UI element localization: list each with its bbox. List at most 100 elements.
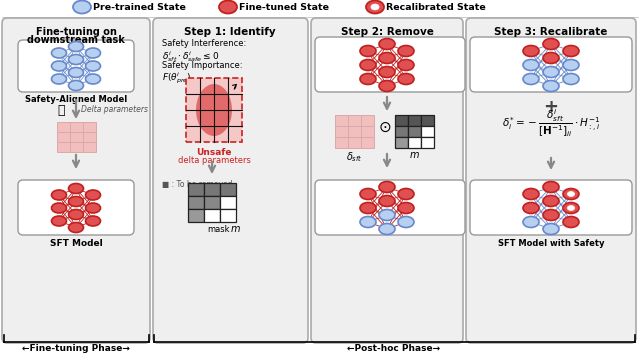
Text: $\delta_{sft}$: $\delta_{sft}$ xyxy=(346,150,363,164)
FancyBboxPatch shape xyxy=(315,37,465,92)
Ellipse shape xyxy=(568,192,575,196)
Ellipse shape xyxy=(523,45,539,56)
Ellipse shape xyxy=(73,0,91,13)
Ellipse shape xyxy=(86,74,100,84)
Ellipse shape xyxy=(523,60,539,71)
Bar xyxy=(220,209,236,222)
Ellipse shape xyxy=(398,73,414,84)
Bar xyxy=(83,132,95,142)
Ellipse shape xyxy=(543,38,559,49)
Ellipse shape xyxy=(563,189,579,200)
Text: $\odot$: $\odot$ xyxy=(378,120,392,135)
Bar xyxy=(348,137,361,148)
Text: dowmstream task: dowmstream task xyxy=(27,35,125,45)
Ellipse shape xyxy=(51,203,67,213)
Text: Fine-tuned State: Fine-tuned State xyxy=(239,2,329,11)
Ellipse shape xyxy=(366,0,384,13)
Ellipse shape xyxy=(86,61,100,71)
Text: Recalibrated State: Recalibrated State xyxy=(386,2,486,11)
Bar xyxy=(335,137,348,148)
FancyBboxPatch shape xyxy=(470,180,632,235)
Bar xyxy=(56,142,70,152)
Text: $m$: $m$ xyxy=(409,150,420,160)
Ellipse shape xyxy=(398,217,414,228)
Ellipse shape xyxy=(86,216,100,226)
Bar xyxy=(335,126,348,137)
Ellipse shape xyxy=(543,209,559,220)
Ellipse shape xyxy=(379,224,395,235)
Ellipse shape xyxy=(398,202,414,213)
Ellipse shape xyxy=(86,203,100,213)
Text: Step 2: Remove: Step 2: Remove xyxy=(340,27,433,37)
Ellipse shape xyxy=(219,0,237,13)
Ellipse shape xyxy=(68,81,83,91)
Ellipse shape xyxy=(86,190,100,200)
FancyBboxPatch shape xyxy=(18,180,134,235)
Text: +: + xyxy=(543,98,559,116)
FancyBboxPatch shape xyxy=(18,40,134,92)
Ellipse shape xyxy=(543,81,559,92)
Bar xyxy=(361,115,374,126)
Ellipse shape xyxy=(523,217,539,228)
Ellipse shape xyxy=(68,197,83,207)
Bar xyxy=(70,132,83,142)
Bar xyxy=(335,115,348,126)
Text: delta parameters: delta parameters xyxy=(177,156,250,165)
Bar xyxy=(188,183,204,196)
Bar xyxy=(70,142,83,152)
Bar xyxy=(188,196,204,209)
Ellipse shape xyxy=(379,181,395,192)
Bar xyxy=(220,183,236,196)
Ellipse shape xyxy=(51,216,67,226)
Text: $\delta^i_{sft} \cdot \delta^i_{safe} \leq 0$: $\delta^i_{sft} \cdot \delta^i_{safe} \l… xyxy=(162,49,220,64)
Text: Unsafe: Unsafe xyxy=(196,148,232,157)
Ellipse shape xyxy=(563,45,579,56)
Ellipse shape xyxy=(68,209,83,219)
Ellipse shape xyxy=(568,206,575,211)
Ellipse shape xyxy=(379,209,395,220)
Bar xyxy=(56,132,70,142)
FancyBboxPatch shape xyxy=(470,37,632,92)
Bar xyxy=(361,126,374,137)
Text: Step 3: Recalibrate: Step 3: Recalibrate xyxy=(494,27,608,37)
Text: 🔥: 🔥 xyxy=(57,104,65,116)
Ellipse shape xyxy=(379,81,395,92)
Bar xyxy=(408,137,421,148)
Ellipse shape xyxy=(51,61,67,71)
Bar xyxy=(70,122,83,132)
Ellipse shape xyxy=(398,45,414,56)
Text: Fine-tuning on: Fine-tuning on xyxy=(36,27,116,37)
FancyBboxPatch shape xyxy=(153,18,308,343)
Text: Pre-trained State: Pre-trained State xyxy=(93,2,186,11)
Text: $m$: $m$ xyxy=(230,224,241,234)
Ellipse shape xyxy=(371,4,379,10)
Ellipse shape xyxy=(523,189,539,200)
Ellipse shape xyxy=(523,202,539,213)
Ellipse shape xyxy=(68,223,83,233)
Bar xyxy=(83,142,95,152)
FancyBboxPatch shape xyxy=(311,18,463,343)
Text: ←Post-hoc Phase→: ←Post-hoc Phase→ xyxy=(348,344,440,353)
Ellipse shape xyxy=(398,60,414,71)
Ellipse shape xyxy=(543,224,559,235)
Text: ■ : To be removed: ■ : To be removed xyxy=(162,180,232,189)
FancyBboxPatch shape xyxy=(315,180,465,235)
Bar xyxy=(395,126,408,137)
Bar xyxy=(395,115,408,126)
Ellipse shape xyxy=(68,42,83,51)
Bar xyxy=(361,137,374,148)
Ellipse shape xyxy=(543,181,559,192)
Bar xyxy=(204,196,220,209)
Ellipse shape xyxy=(51,190,67,200)
Ellipse shape xyxy=(563,217,579,228)
Ellipse shape xyxy=(360,217,376,228)
Text: Safety-Aligned Model: Safety-Aligned Model xyxy=(25,95,127,104)
Text: $\delta^{*}_{i} = -\dfrac{\delta^{i}_{sft}}{[\mathbf{H}^{-1}]_{ii}} \cdot H^{-1}: $\delta^{*}_{i} = -\dfrac{\delta^{i}_{sf… xyxy=(502,107,600,139)
Text: $F(\theta^i_{pre})$: $F(\theta^i_{pre})$ xyxy=(162,71,191,87)
Ellipse shape xyxy=(51,74,67,84)
Ellipse shape xyxy=(196,84,232,136)
Ellipse shape xyxy=(360,73,376,84)
Ellipse shape xyxy=(68,55,83,65)
Ellipse shape xyxy=(563,73,579,84)
Bar xyxy=(348,115,361,126)
